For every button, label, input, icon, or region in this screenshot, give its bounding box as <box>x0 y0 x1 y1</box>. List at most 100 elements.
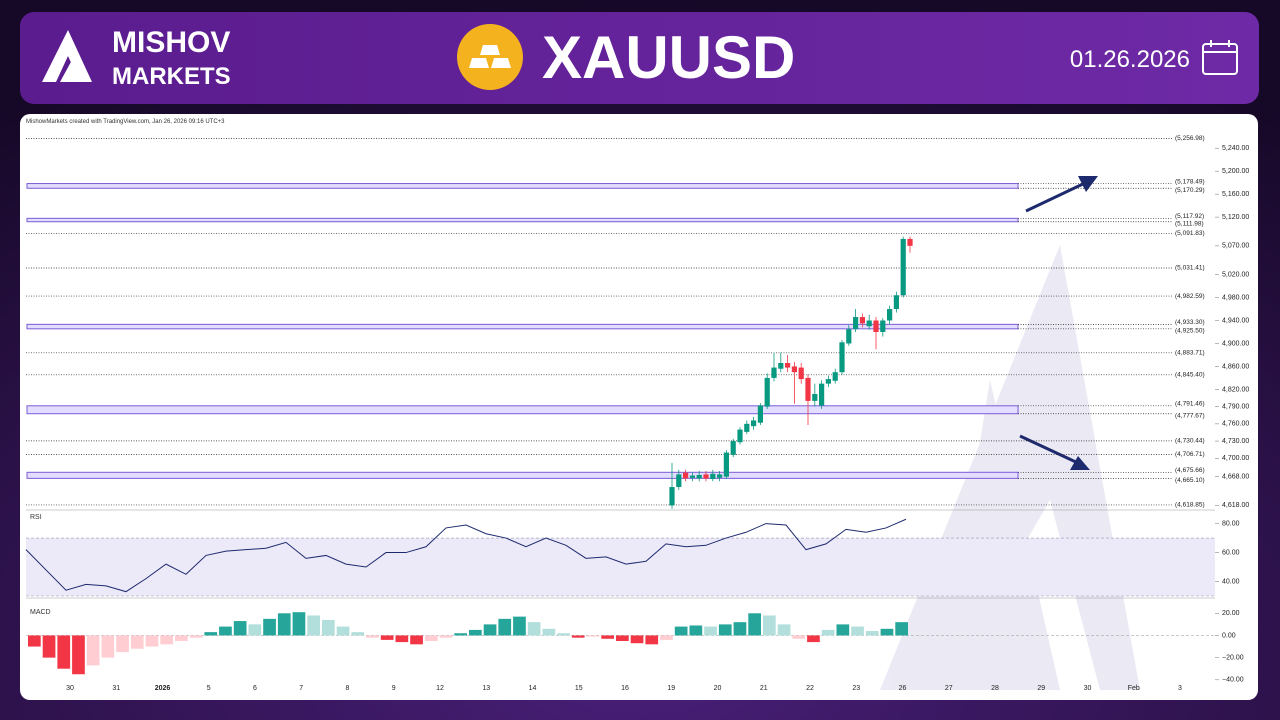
x-tick-label: 23 <box>852 685 860 692</box>
candle-body <box>887 309 893 321</box>
x-tick-label: 21 <box>760 685 768 692</box>
level-label: (4,845.40) <box>1175 372 1205 379</box>
macd-bar <box>130 635 144 649</box>
candle-body <box>791 366 797 373</box>
macd-bar <box>219 626 232 636</box>
level-label: (4,883.71) <box>1175 350 1205 357</box>
macd-bar <box>616 635 629 641</box>
x-tick-label: 14 <box>529 685 537 692</box>
macd-bar <box>571 635 585 638</box>
macd-bar <box>689 625 703 636</box>
header-bar <box>20 12 1259 104</box>
y-tick-label: 5,200.00 <box>1222 168 1249 175</box>
brand-line1: MISHOV <box>112 26 230 59</box>
candle-body <box>717 474 723 478</box>
macd-bar <box>424 635 438 641</box>
macd-tick-label: −40.00 <box>1222 677 1244 684</box>
candle-body <box>764 377 770 407</box>
x-tick-label: 6 <box>253 685 257 692</box>
gold-icon <box>457 24 523 90</box>
candle-body <box>832 372 838 381</box>
macd-bar <box>454 633 467 636</box>
level-label: (5,170.29) <box>1175 187 1205 194</box>
y-tick-label: 4,760.00 <box>1222 421 1249 428</box>
y-tick-label: 5,020.00 <box>1222 271 1249 278</box>
macd-bar <box>42 635 56 658</box>
macd-bar <box>733 622 747 636</box>
candle-body <box>744 423 750 432</box>
macd-bar <box>601 635 614 639</box>
candle-body <box>751 420 757 427</box>
candle-body <box>710 473 716 479</box>
macd-bar <box>645 635 659 645</box>
macd-bar <box>660 635 673 640</box>
candle-body <box>723 452 729 477</box>
macd-bar <box>204 632 218 636</box>
x-tick-label: 26 <box>899 685 907 692</box>
macd-bar <box>116 635 129 653</box>
macd-bar <box>527 622 541 636</box>
candle-body <box>907 238 913 246</box>
level-label: (5,256.98) <box>1175 135 1205 142</box>
macd-bar <box>160 635 173 645</box>
macd-bar <box>748 613 761 636</box>
y-tick-label: 4,730.00 <box>1222 438 1249 445</box>
macd-bar <box>586 635 600 637</box>
y-tick-label: 4,618.00 <box>1222 502 1249 509</box>
level-label: (4,791.46) <box>1175 401 1205 408</box>
level-label: (5,031.41) <box>1175 265 1205 272</box>
macd-tick-label: 0.00 <box>1222 632 1236 639</box>
candle-body <box>676 474 682 488</box>
macd-bar <box>880 628 894 636</box>
candle-body <box>880 320 886 332</box>
candle-body <box>853 317 859 330</box>
macd-bar <box>248 624 262 636</box>
macd-bar <box>233 621 247 636</box>
x-tick-label: 15 <box>575 685 583 692</box>
macd-bar <box>836 624 850 636</box>
macd-bar <box>145 635 159 647</box>
x-tick-label: 29 <box>1037 685 1045 692</box>
macd-bar <box>292 612 306 636</box>
logo <box>42 30 92 82</box>
y-tick-label: 4,668.00 <box>1222 474 1249 481</box>
zone <box>26 405 1019 415</box>
x-tick-label: 19 <box>667 685 675 692</box>
y-tick-label: 4,790.00 <box>1222 403 1249 410</box>
macd-tick-label: −20.00 <box>1222 654 1244 661</box>
x-tick-label: 13 <box>482 685 490 692</box>
macd-bar <box>792 635 806 639</box>
symbol: XAUUSD <box>542 24 795 91</box>
rsi-tick-label: 80.00 <box>1222 520 1240 527</box>
macd-bar <box>86 635 100 666</box>
x-tick-label: 27 <box>945 685 953 692</box>
rsi-line <box>25 518 907 593</box>
x-tick-label: 31 <box>112 685 120 692</box>
level-label: (4,675.66) <box>1175 467 1205 474</box>
macd-bar <box>28 635 41 647</box>
macd-bar <box>336 626 350 636</box>
y-tick-label: 4,820.00 <box>1222 386 1249 393</box>
candle-body <box>846 329 852 344</box>
level-label: (5,111.98) <box>1175 220 1204 227</box>
macd-bar <box>483 624 497 636</box>
y-tick-label: 4,980.00 <box>1222 294 1249 301</box>
level-label: (4,618.85) <box>1175 502 1205 509</box>
rsi-tick-label: 40.00 <box>1222 578 1240 585</box>
caption: MishowMarkets created with TradingView.c… <box>26 119 225 125</box>
x-tick-label: 22 <box>806 685 814 692</box>
level-label: (5,091.83) <box>1175 230 1205 237</box>
candle-body <box>730 441 736 455</box>
macd-bar <box>439 635 453 638</box>
macd-bar <box>277 613 291 636</box>
candle-body <box>703 474 709 479</box>
macd-bar <box>366 635 379 638</box>
candle-body <box>785 362 791 368</box>
candle-body <box>757 405 763 423</box>
candle-body <box>805 377 811 401</box>
y-tick-label: 5,160.00 <box>1222 191 1249 198</box>
candle-body <box>798 367 804 380</box>
